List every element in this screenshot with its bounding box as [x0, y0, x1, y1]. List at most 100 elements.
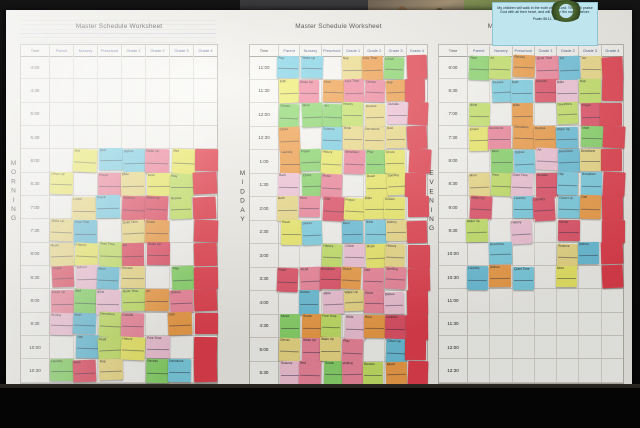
sticky-note[interactable] — [601, 56, 625, 82]
schedule-cell[interactable] — [557, 289, 580, 312]
schedule-cell[interactable]: Prayer — [579, 102, 604, 128]
schedule-cell[interactable] — [579, 266, 602, 289]
schedule-cell[interactable]: Dishes — [488, 265, 513, 289]
schedule-cell[interactable]: Clean Up — [50, 289, 74, 315]
sticky-note[interactable] — [602, 195, 624, 221]
schedule-cell[interactable] — [600, 102, 623, 126]
sticky-note[interactable]: Snack — [96, 194, 121, 219]
sticky-note[interactable]: Clean Up — [50, 289, 74, 315]
schedule-cell[interactable]: Snack — [300, 313, 323, 338]
sticky-note[interactable]: Wake Up — [146, 242, 170, 266]
sticky-note[interactable]: Free Time — [145, 335, 171, 359]
schedule-cell[interactable] — [98, 126, 122, 149]
schedule-cell[interactable] — [74, 126, 98, 149]
schedule-cell[interactable] — [513, 359, 535, 382]
schedule-cell[interactable]: History — [385, 219, 408, 243]
sticky-note[interactable]: Nap — [556, 171, 579, 196]
sticky-note[interactable]: Snack — [301, 313, 323, 338]
schedule-cell[interactable]: Bible — [468, 102, 491, 126]
sticky-note[interactable]: Mom — [555, 266, 577, 288]
schedule-cell[interactable]: Mom — [341, 220, 365, 244]
sticky-note[interactable]: Snack — [144, 219, 170, 244]
sticky-note[interactable]: Art — [144, 288, 169, 311]
sticky-note[interactable]: Laundry — [467, 266, 489, 291]
sticky-note[interactable]: Devotions — [489, 241, 513, 264]
schedule-cell[interactable]: Dishes — [577, 242, 602, 266]
schedule-cell[interactable] — [406, 125, 428, 150]
schedule-cell[interactable]: Laundry — [467, 266, 491, 291]
schedule-cell[interactable]: Bible — [363, 195, 386, 220]
schedule-cell[interactable]: Read — [97, 336, 123, 361]
sticky-note[interactable]: History — [321, 243, 343, 268]
schedule-cell[interactable]: Writing — [49, 312, 74, 336]
schedule-cell[interactable]: Mom — [146, 172, 172, 196]
sticky-note[interactable]: Free Time — [320, 314, 342, 338]
schedule-cell[interactable]: Recess — [120, 266, 146, 289]
schedule-cell[interactable] — [602, 125, 627, 149]
schedule-cell[interactable] — [407, 268, 431, 292]
schedule-cell[interactable]: Bed — [170, 148, 197, 175]
sticky-note[interactable]: Chore — [278, 126, 301, 153]
schedule-cell[interactable]: Snack — [50, 265, 75, 289]
sticky-note[interactable]: Dishes — [364, 79, 386, 103]
schedule-cell[interactable]: Art — [144, 288, 170, 312]
schedule-cell[interactable]: Clean Up — [49, 171, 74, 196]
schedule-cell[interactable] — [194, 79, 217, 101]
sticky-note[interactable]: Prayer — [343, 197, 366, 221]
schedule-cell[interactable] — [468, 336, 491, 359]
schedule-cell[interactable]: Snack — [468, 126, 491, 151]
schedule-cell[interactable]: Music — [385, 361, 408, 385]
schedule-cell[interactable]: Devotions — [579, 148, 602, 172]
sticky-note[interactable] — [192, 196, 217, 220]
sticky-note[interactable]: Wake Up — [144, 148, 170, 174]
schedule-cell[interactable]: Recess — [362, 361, 386, 386]
schedule-cell[interactable]: Free Time — [343, 78, 365, 104]
sticky-note[interactable]: Art — [558, 55, 581, 80]
sticky-note[interactable]: Dishes — [170, 289, 194, 314]
schedule-cell[interactable] — [300, 126, 322, 149]
schedule-cell[interactable]: Breakfast — [343, 149, 366, 175]
sticky-note[interactable]: Writing — [49, 312, 74, 336]
sticky-note[interactable]: Clean Up — [49, 171, 73, 195]
schedule-cell[interactable]: Dishes — [299, 290, 322, 316]
schedule-cell[interactable]: Rest — [364, 314, 386, 338]
schedule-cell[interactable]: Mom — [468, 172, 492, 199]
schedule-cell[interactable]: Dinner — [278, 337, 301, 362]
schedule-cell[interactable]: Snack — [322, 361, 346, 385]
sticky-note[interactable]: Science — [321, 126, 343, 151]
sticky-note[interactable]: Outside — [534, 78, 558, 102]
schedule-cell[interactable] — [600, 148, 623, 171]
sticky-note[interactable]: Read — [280, 219, 302, 245]
schedule-cell[interactable]: Bible — [343, 314, 367, 341]
schedule-cell[interactable]: Chore — [385, 149, 407, 174]
schedule-cell[interactable]: Prayer — [299, 149, 322, 173]
sticky-note[interactable]: Recess — [512, 54, 536, 78]
schedule-cell[interactable] — [579, 359, 602, 382]
schedule-cell[interactable] — [407, 148, 431, 174]
sticky-note[interactable]: Play — [169, 173, 194, 197]
schedule-cell[interactable]: Dad — [321, 196, 345, 222]
schedule-cell[interactable]: Recess — [512, 54, 536, 79]
schedule-cell[interactable] — [535, 289, 558, 312]
schedule-cell[interactable]: Snack — [340, 266, 365, 290]
schedule-cell[interactable] — [170, 242, 194, 266]
schedule-cell[interactable] — [74, 79, 98, 102]
sticky-note[interactable]: Wake Up — [319, 337, 341, 362]
schedule-cell[interactable]: Play — [364, 149, 388, 175]
sticky-note[interactable]: Mom — [96, 266, 120, 290]
sticky-note[interactable]: Bath — [277, 172, 300, 197]
schedule-cell[interactable] — [557, 336, 580, 359]
sticky-note[interactable]: Bible — [555, 79, 578, 104]
sticky-note[interactable]: Read — [364, 290, 386, 314]
schedule-cell[interactable]: Art — [122, 242, 146, 267]
sticky-note[interactable]: Devotions — [364, 126, 386, 151]
schedule-cell[interactable]: Wake Up — [298, 79, 322, 103]
sticky-note[interactable]: Prayer — [299, 149, 321, 172]
schedule-cell[interactable]: Bath — [277, 172, 301, 197]
schedule-cell[interactable] — [170, 219, 194, 242]
sticky-note[interactable]: Lunch — [383, 56, 405, 79]
sticky-note[interactable]: Wake Up — [556, 126, 579, 149]
schedule-cell[interactable] — [490, 312, 513, 336]
sticky-note[interactable]: Recess — [364, 103, 386, 128]
sticky-note[interactable]: Devotions — [167, 359, 192, 383]
